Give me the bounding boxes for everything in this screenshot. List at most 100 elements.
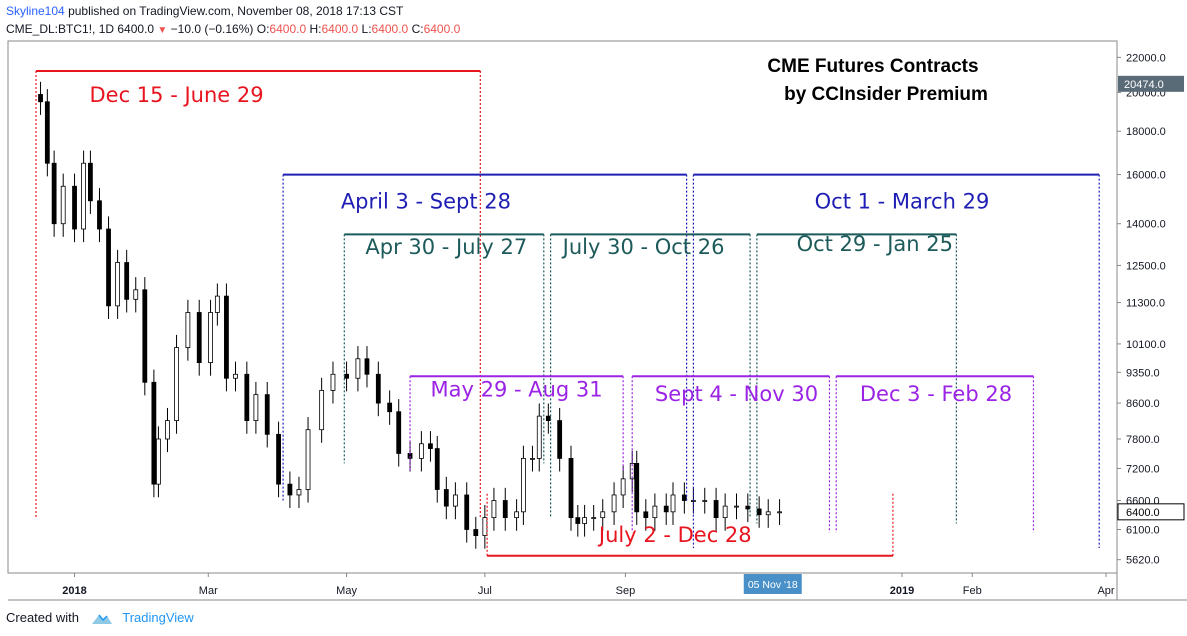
y-tick-label: 16000.0: [1126, 170, 1166, 182]
candle-body: [296, 489, 302, 496]
candle-body: [319, 390, 325, 431]
candle-body: [276, 433, 281, 485]
candle-body: [233, 373, 238, 379]
candle-body: [464, 494, 470, 530]
candle-body: [364, 358, 370, 375]
tradingview-logo-icon: [91, 614, 112, 624]
contract-range-label: Sept 4 - Nov 30: [655, 382, 818, 406]
candle-body: [115, 262, 121, 307]
candle-body: [330, 373, 336, 391]
crosshair-date-label: 05 Nov '18: [748, 579, 798, 591]
candle-body: [214, 295, 220, 313]
candle-body: [575, 517, 581, 524]
y-tick-label: 5620.0: [1126, 555, 1160, 567]
symbol-legend: CME_DL:BTC1!, 1D 6400.0 ▼ −10.0 (−0.16%)…: [6, 21, 460, 39]
candle-body: [244, 373, 250, 422]
candle-body: [634, 462, 640, 513]
candle-body: [196, 312, 202, 363]
y-tick-label: 18000.0: [1126, 126, 1166, 138]
candle-body: [208, 312, 213, 363]
candle-body: [482, 517, 488, 536]
y-tick-label: 11300.0: [1126, 298, 1165, 310]
y-tick-label: 7800.0: [1126, 434, 1160, 446]
candle-body: [702, 500, 708, 502]
candle-body: [72, 185, 77, 230]
price-marker-top: [1118, 75, 1184, 92]
candle-body: [582, 517, 588, 524]
candle-body: [174, 347, 179, 422]
candle-body: [557, 420, 563, 459]
candle-body: [396, 411, 402, 454]
candle-body: [691, 500, 696, 502]
candle-body: [591, 517, 597, 520]
candle-body: [473, 529, 479, 536]
candle-body: [745, 505, 751, 510]
candle-body: [156, 438, 161, 485]
down-arrow-icon: ▼: [157, 25, 168, 36]
candle-body: [38, 94, 43, 103]
candle-body: [185, 312, 191, 348]
y-tick-label: 8600.0: [1126, 398, 1160, 410]
chart-subtitle: by CCInsider Premium: [784, 84, 988, 105]
candle-body: [133, 289, 139, 300]
plot-frame: [7, 40, 1118, 574]
candle-body: [264, 394, 270, 435]
candle-body: [355, 358, 361, 379]
candle-body: [124, 262, 130, 300]
candle-body: [81, 162, 87, 230]
candle-body: [452, 494, 458, 507]
symbol-name: CME_DL:BTC1!, 1D: [6, 22, 115, 36]
candle-body: [600, 511, 606, 519]
candle-body: [151, 381, 157, 485]
contract-range-label: July 30 - Oct 26: [561, 235, 725, 259]
created-with-text: Created with: [6, 610, 79, 625]
publish-info: Skyline104 published on TradingView.com,…: [6, 3, 403, 19]
candle-body: [491, 500, 497, 519]
crosshair-date-box: [743, 574, 802, 594]
candle-body: [305, 429, 311, 490]
contract-range-label: Oct 29 - Jan 25: [797, 232, 953, 256]
candle-body: [530, 457, 535, 460]
candle-body: [387, 402, 393, 413]
candle-body: [44, 101, 50, 164]
y-tick-label: 14000.0: [1126, 219, 1166, 231]
candle-body: [88, 162, 93, 202]
candle-body: [428, 443, 433, 449]
candle-body: [51, 162, 57, 225]
x-tick-label: 2018: [62, 585, 86, 597]
candle-body: [287, 483, 293, 496]
contract-range-label: Oct 1 - March 29: [815, 189, 990, 213]
author-link[interactable]: Skyline104: [6, 4, 65, 18]
contract-range-label: May 29 - Aug 31: [431, 378, 603, 402]
candle-body: [97, 200, 102, 230]
published-text: published on TradingView.com, November 0…: [68, 4, 404, 18]
y-tick-label: 22000.0: [1126, 52, 1166, 64]
x-tick-label: Mar: [199, 585, 218, 597]
candle-body: [545, 415, 551, 422]
candle-body: [106, 228, 111, 307]
y-tick-label: 9350.0: [1126, 367, 1160, 379]
last-price-marker: [1117, 503, 1185, 521]
candle-body: [663, 505, 669, 513]
y-tick-label: 10100.0: [1126, 339, 1166, 351]
candle-body: [681, 494, 687, 501]
chart-title: CME Futures Contracts: [767, 56, 978, 77]
contract-range-label: July 2 - Dec 28: [597, 523, 752, 547]
x-tick-label: 2019: [890, 585, 914, 597]
candle-body: [777, 511, 782, 514]
x-tick-label: May: [336, 585, 357, 597]
candle-body: [713, 500, 719, 519]
contract-range-label: Dec 15 - June 29: [90, 83, 264, 107]
candle-body: [568, 457, 574, 519]
candle-body: [502, 500, 508, 519]
price-marker-top-label: 20474.0: [1124, 79, 1164, 91]
candle-body: [142, 289, 148, 383]
tradingview-brand-link[interactable]: TradingView: [122, 610, 194, 625]
ohlc-values: O:6400.0 H:6400.0 L:6400.0 C:6400.0: [256, 22, 461, 36]
x-tick-label: Feb: [963, 585, 982, 597]
candle-body: [765, 511, 771, 516]
candle-body: [418, 443, 424, 459]
candle-body: [165, 420, 170, 440]
y-tick-label: 6100.0: [1126, 524, 1160, 536]
